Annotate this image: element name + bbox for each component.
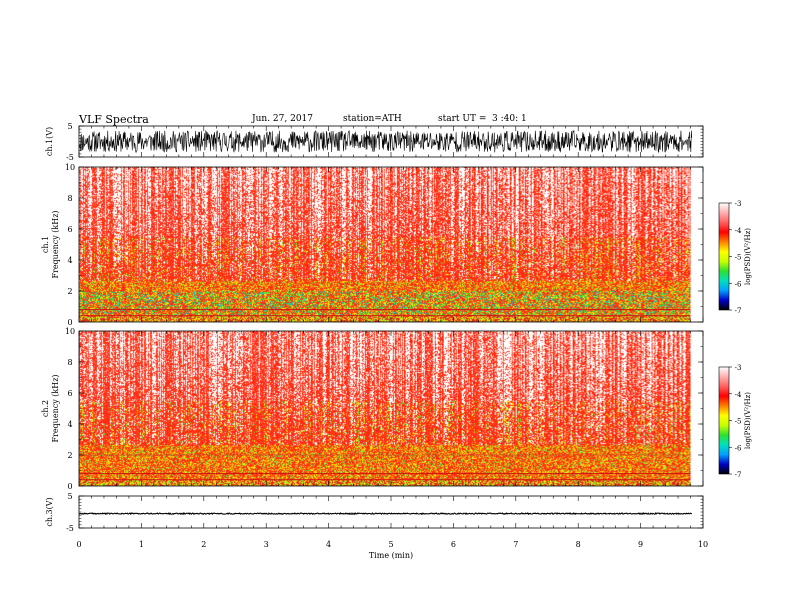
ch1-spectrogram-colorbar-label-4: -7 (735, 307, 742, 315)
plot-title: VLF Spectra (79, 113, 149, 126)
ch1-spectrogram-ylabel-1: ch.1 (41, 236, 50, 253)
ch1-spectrogram-colorbar-label-1: -4 (735, 227, 742, 235)
ch2-spectrogram-ytick-label-3: 6 (67, 389, 72, 398)
time-axis-label-9: 9 (638, 540, 643, 549)
ch2-spectrogram-colorbar-title: log(PSD)(V²/Hz) (744, 392, 752, 449)
ch2-spectrogram-ytick-label-1: 2 (67, 451, 72, 460)
ch3-waveform-ylabel: ch.3(V) (45, 497, 54, 526)
time-axis-label-6: 6 (451, 540, 456, 549)
ch1-spectrogram-ytick-label-5: 10 (65, 163, 75, 172)
ch1-waveform-trace (78, 129, 693, 154)
time-axis-label-3: 3 (264, 540, 269, 549)
ch2-spectrogram-colorbar-label-3: -6 (735, 444, 742, 452)
start-time-value: 3 :40: 1 (492, 114, 527, 124)
time-axis-label-10: 10 (698, 540, 708, 549)
ch1-spectrogram-ytick-label-3: 6 (67, 225, 72, 234)
time-axis-label-7: 7 (513, 540, 518, 549)
ch1-spectrogram-ytick-label-4: 8 (67, 194, 72, 203)
time-axis-label-8: 8 (576, 540, 581, 549)
ch2-spectrogram-ylabel-2: Frequency (kHz) (51, 374, 60, 442)
ch3-waveform-trace (78, 512, 693, 516)
station-label: station=ATH (343, 114, 402, 124)
ch1-spectrogram-colorbar-label-0: -3 (735, 200, 742, 208)
ch2-spectrogram-colorbar-label-2: -5 (735, 418, 742, 426)
ch2-spectrogram-ytick-label-2: 4 (67, 420, 72, 429)
ch1-waveform-ytick-label-1: -5 (66, 153, 74, 162)
ch2-spectrogram-colorbar-label-1: -4 (735, 391, 742, 399)
ch1-spectrogram-colorbar-label-3: -6 (735, 280, 742, 288)
time-axis-label-1: 1 (139, 540, 144, 549)
ch2-spectrogram-colorbar-label-0: -3 (735, 364, 742, 372)
ch1-waveform-ylabel: ch.1(V) (45, 127, 54, 156)
time-axis-title: Time (min) (369, 551, 413, 560)
start-time-prefix: start UT = (438, 114, 487, 124)
time-axis-label-5: 5 (388, 540, 393, 549)
ch3-waveform-ytick-label-1: -5 (66, 524, 74, 533)
ch1-spectrogram-colorbar (719, 203, 729, 310)
time-axis-label-2: 2 (201, 540, 206, 549)
ch2-spectrogram-ytick-label-0: 0 (67, 482, 72, 491)
time-axis-label-4: 4 (326, 540, 331, 549)
time-axis-label-0: 0 (76, 540, 81, 549)
ch2-spectrogram-image (79, 331, 691, 486)
ch1-spectrogram-colorbar-label-2: -5 (735, 254, 742, 262)
ch1-spectrogram-image (79, 167, 691, 322)
ch1-spectrogram-ytick-label-2: 4 (67, 256, 72, 265)
ch1-spectrogram-ytick-label-0: 0 (67, 318, 72, 327)
ch2-spectrogram-ytick-label-5: 10 (65, 327, 75, 336)
date-label: Jun. 27, 2017 (252, 114, 314, 124)
ch2-spectrogram-colorbar-label-4: -7 (735, 471, 742, 479)
ch1-spectrogram-ylabel-2: Frequency (kHz) (51, 210, 60, 278)
ch3-waveform-ytick-label-0: 5 (67, 492, 72, 501)
ch1-waveform-ytick-label-0: 5 (67, 122, 72, 131)
ch1-spectrogram-ytick-label-1: 2 (67, 287, 72, 296)
ch2-spectrogram-ytick-label-4: 8 (67, 358, 72, 367)
ch2-spectrogram-ylabel-1: ch.2 (41, 400, 50, 417)
ch1-spectrogram-colorbar-title: log(PSD)(V²/Hz) (744, 228, 752, 285)
ch2-spectrogram-colorbar (719, 367, 729, 474)
